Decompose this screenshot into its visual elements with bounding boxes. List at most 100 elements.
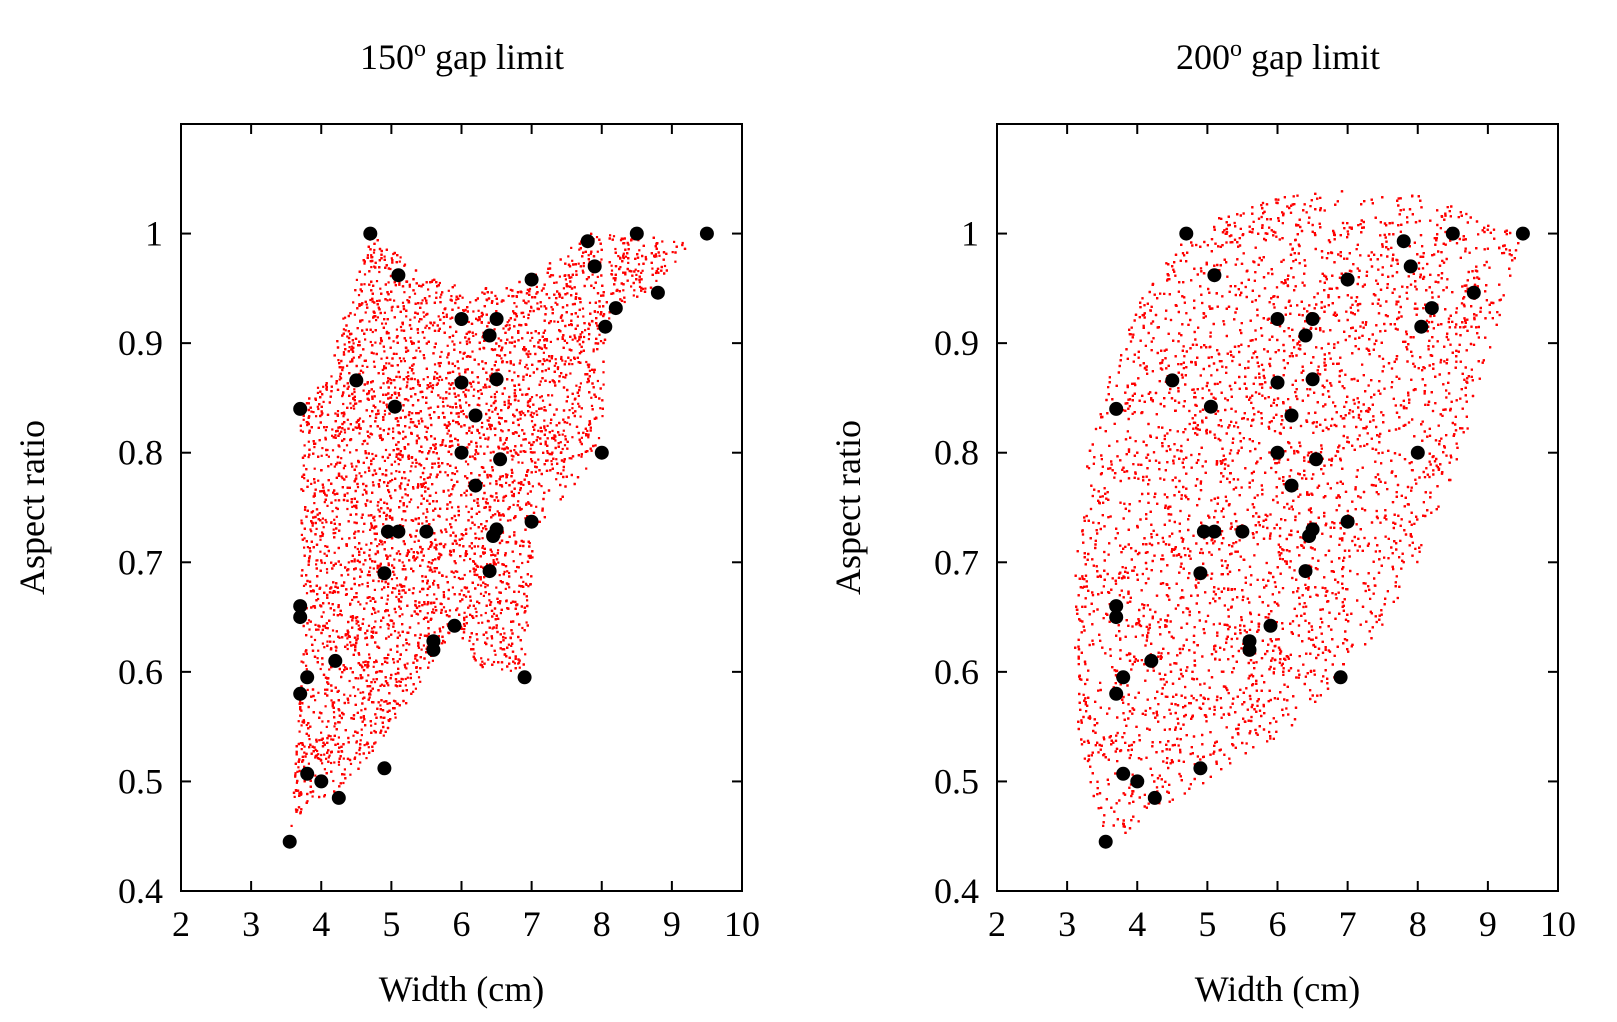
- sample-point: [324, 493, 327, 496]
- sample-point: [418, 320, 421, 323]
- sample-point: [564, 435, 567, 438]
- sample-point: [499, 518, 502, 521]
- sample-point: [394, 587, 397, 590]
- sample-point: [485, 498, 488, 501]
- sample-point: [316, 386, 320, 389]
- sample-point: [425, 302, 428, 305]
- sample-point: [306, 800, 309, 803]
- sample-point: [364, 450, 367, 453]
- sample-point: [632, 294, 635, 297]
- sample-point: [431, 659, 434, 662]
- sample-point: [328, 668, 331, 671]
- sample-point: [408, 285, 411, 288]
- sample-point: [527, 585, 530, 588]
- sample-point: [364, 637, 367, 640]
- sample-point: [584, 329, 587, 332]
- sample-point: [511, 494, 514, 497]
- sample-point: [508, 369, 511, 373]
- sample-point: [366, 581, 369, 584]
- sample-point: [321, 517, 324, 520]
- sample-point: [394, 672, 397, 676]
- sample-point: [326, 504, 329, 507]
- sample-point: [377, 580, 380, 583]
- sample-point: [426, 376, 429, 379]
- sample-point: [330, 375, 333, 378]
- sample-point: [451, 586, 454, 589]
- sample-point: [332, 532, 335, 535]
- sample-point: [442, 315, 445, 319]
- sample-point: [520, 410, 523, 413]
- sample-point: [491, 637, 494, 640]
- sample-point: [297, 766, 300, 769]
- sample-point: [555, 281, 558, 284]
- sample-point: [382, 716, 385, 719]
- sample-point: [440, 350, 443, 354]
- sample-point: [316, 405, 319, 408]
- sample-point: [481, 313, 484, 316]
- sample-point: [500, 300, 503, 303]
- sample-point: [307, 440, 310, 443]
- sample-point: [330, 738, 333, 741]
- sample-point: [512, 492, 515, 496]
- sample-point: [433, 611, 436, 614]
- sample-point: [638, 285, 642, 288]
- sample-point: [475, 615, 478, 618]
- sample-point: [518, 661, 521, 664]
- sample-point: [395, 336, 398, 339]
- sample-point: [454, 519, 457, 522]
- sample-point: [314, 623, 317, 626]
- sample-point: [522, 315, 525, 318]
- sample-point: [385, 362, 388, 365]
- sample-point: [487, 438, 490, 441]
- sample-point: [449, 440, 452, 443]
- sample-point: [503, 570, 506, 573]
- sample-point: [361, 364, 364, 367]
- sample-point: [601, 415, 604, 418]
- sample-point: [566, 292, 569, 295]
- sample-point: [409, 336, 412, 339]
- sample-point: [383, 350, 386, 353]
- sample-point: [528, 405, 531, 409]
- sample-point: [467, 510, 470, 514]
- sample-point: [489, 451, 492, 454]
- sample-point: [347, 385, 350, 388]
- sample-point: [524, 366, 527, 369]
- sample-point: [349, 762, 353, 765]
- sample-point: [502, 299, 505, 302]
- sample-point: [517, 399, 520, 402]
- sample-point: [465, 340, 468, 343]
- sample-point: [375, 659, 378, 662]
- sample-point: [363, 262, 366, 265]
- sample-point: [337, 763, 341, 766]
- sample-point: [561, 336, 564, 339]
- sample-point: [490, 301, 493, 304]
- sample-point: [307, 762, 310, 765]
- sample-point: [561, 447, 564, 451]
- sample-point: [397, 463, 400, 466]
- sample-point: [473, 388, 476, 391]
- sample-point: [358, 303, 361, 306]
- sample-point: [588, 324, 591, 327]
- sample-point: [369, 415, 372, 418]
- sample-point: [309, 528, 312, 531]
- sample-point: [371, 330, 374, 334]
- sample-point: [464, 308, 467, 311]
- sample-point: [522, 311, 525, 314]
- sample-point: [307, 456, 310, 459]
- sample-point: [470, 547, 473, 550]
- sample-point: [562, 375, 565, 379]
- sample-point: [347, 573, 350, 576]
- sample-point: [587, 436, 590, 439]
- sample-point: [343, 768, 346, 771]
- sample-point: [561, 359, 564, 362]
- sample-point: [501, 447, 504, 450]
- sample-point: [374, 741, 377, 744]
- sample-point: [392, 430, 395, 433]
- sample-point: [362, 563, 365, 566]
- sample-point: [416, 379, 419, 382]
- sample-point: [474, 333, 478, 336]
- sample-point: [315, 527, 318, 530]
- sample-point: [517, 590, 520, 593]
- sample-point: [489, 482, 492, 485]
- sample-point: [370, 724, 373, 727]
